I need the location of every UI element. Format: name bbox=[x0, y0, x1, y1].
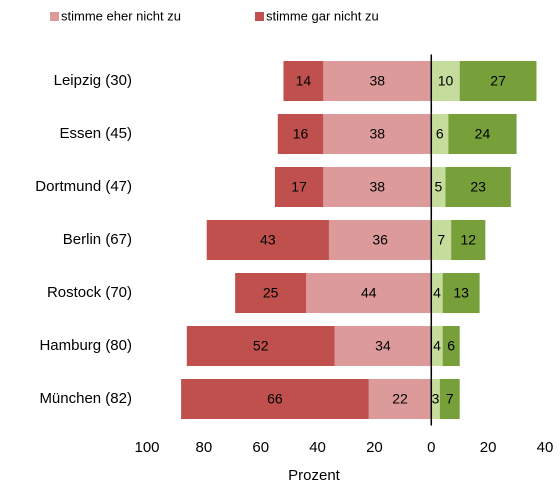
data-label: 25 bbox=[263, 285, 279, 301]
data-label: 6 bbox=[436, 126, 444, 142]
bar-segment bbox=[181, 379, 369, 419]
bar-segment bbox=[368, 379, 432, 419]
data-label: 38 bbox=[369, 179, 385, 195]
bar-segment bbox=[442, 326, 460, 366]
bar-segment bbox=[328, 220, 432, 260]
bar-segment bbox=[431, 326, 443, 366]
bar-segment bbox=[448, 114, 517, 154]
category-label: Hamburg (80) bbox=[39, 337, 132, 354]
category-label: Berlin (67) bbox=[63, 231, 132, 248]
category-label: Essen (45) bbox=[59, 125, 132, 142]
x-tick-label: 60 bbox=[252, 439, 269, 456]
data-label: 10 bbox=[438, 73, 454, 89]
bar-segment bbox=[431, 379, 440, 419]
category-label: Dortmund (47) bbox=[35, 178, 132, 195]
bar-segment bbox=[274, 167, 324, 207]
bar-segment bbox=[431, 220, 452, 260]
data-label: 22 bbox=[392, 391, 408, 407]
data-label: 16 bbox=[293, 126, 309, 142]
bar-segment bbox=[445, 167, 511, 207]
bar-segment bbox=[323, 61, 432, 101]
bar-segment bbox=[451, 220, 486, 260]
data-label: 38 bbox=[369, 73, 385, 89]
bar-segment bbox=[459, 61, 537, 101]
bar-segment bbox=[431, 273, 443, 313]
bar-segment bbox=[334, 326, 432, 366]
data-label: 38 bbox=[369, 126, 385, 142]
data-label: 23 bbox=[470, 179, 486, 195]
data-label: 36 bbox=[372, 232, 388, 248]
bar-segment bbox=[442, 273, 480, 313]
data-label: 7 bbox=[437, 232, 445, 248]
bar-segment bbox=[431, 167, 446, 207]
bar-segment bbox=[277, 114, 324, 154]
bar-segment bbox=[186, 326, 335, 366]
x-tick-label: 20 bbox=[366, 439, 383, 456]
legend-swatch bbox=[50, 12, 59, 21]
bar-segment bbox=[323, 114, 432, 154]
bar-segment bbox=[306, 273, 432, 313]
data-label: 7 bbox=[446, 391, 454, 407]
data-label: 6 bbox=[447, 338, 455, 354]
x-tick-label: 0 bbox=[427, 439, 435, 456]
category-label: Rostock (70) bbox=[47, 284, 132, 301]
x-tick-label: 80 bbox=[196, 439, 213, 456]
bar-segment bbox=[431, 61, 460, 101]
data-label: 12 bbox=[460, 232, 476, 248]
data-label: 52 bbox=[253, 338, 269, 354]
data-label: 24 bbox=[475, 126, 491, 142]
data-label: 44 bbox=[361, 285, 377, 301]
bar-segment bbox=[323, 167, 432, 207]
category-label: Leipzig (30) bbox=[54, 72, 132, 89]
data-label: 66 bbox=[267, 391, 283, 407]
bar-segment bbox=[431, 114, 449, 154]
legend-swatch bbox=[255, 12, 264, 21]
data-label: 4 bbox=[433, 338, 441, 354]
bar-segment bbox=[206, 220, 329, 260]
legend-label: stimme gar nicht zu bbox=[266, 8, 379, 23]
category-label: München (82) bbox=[39, 390, 132, 407]
data-label: 43 bbox=[260, 232, 276, 248]
bar-segment bbox=[283, 61, 324, 101]
x-tick-label: 40 bbox=[309, 439, 326, 456]
data-label: 3 bbox=[432, 391, 440, 407]
bar-segment bbox=[439, 379, 460, 419]
data-label: 13 bbox=[453, 285, 469, 301]
bar-segment bbox=[235, 273, 307, 313]
data-label: 27 bbox=[490, 73, 506, 89]
data-label: 5 bbox=[434, 179, 442, 195]
x-tick-label: 40 bbox=[537, 439, 554, 456]
data-label: 17 bbox=[291, 179, 307, 195]
data-label: 34 bbox=[375, 338, 391, 354]
x-axis-label: Prozent bbox=[288, 467, 341, 484]
data-label: 14 bbox=[296, 73, 312, 89]
x-tick-label: 20 bbox=[480, 439, 497, 456]
legend-label: stimme eher nicht zu bbox=[61, 8, 181, 23]
data-label: 4 bbox=[433, 285, 441, 301]
x-tick-label: 100 bbox=[134, 439, 159, 456]
